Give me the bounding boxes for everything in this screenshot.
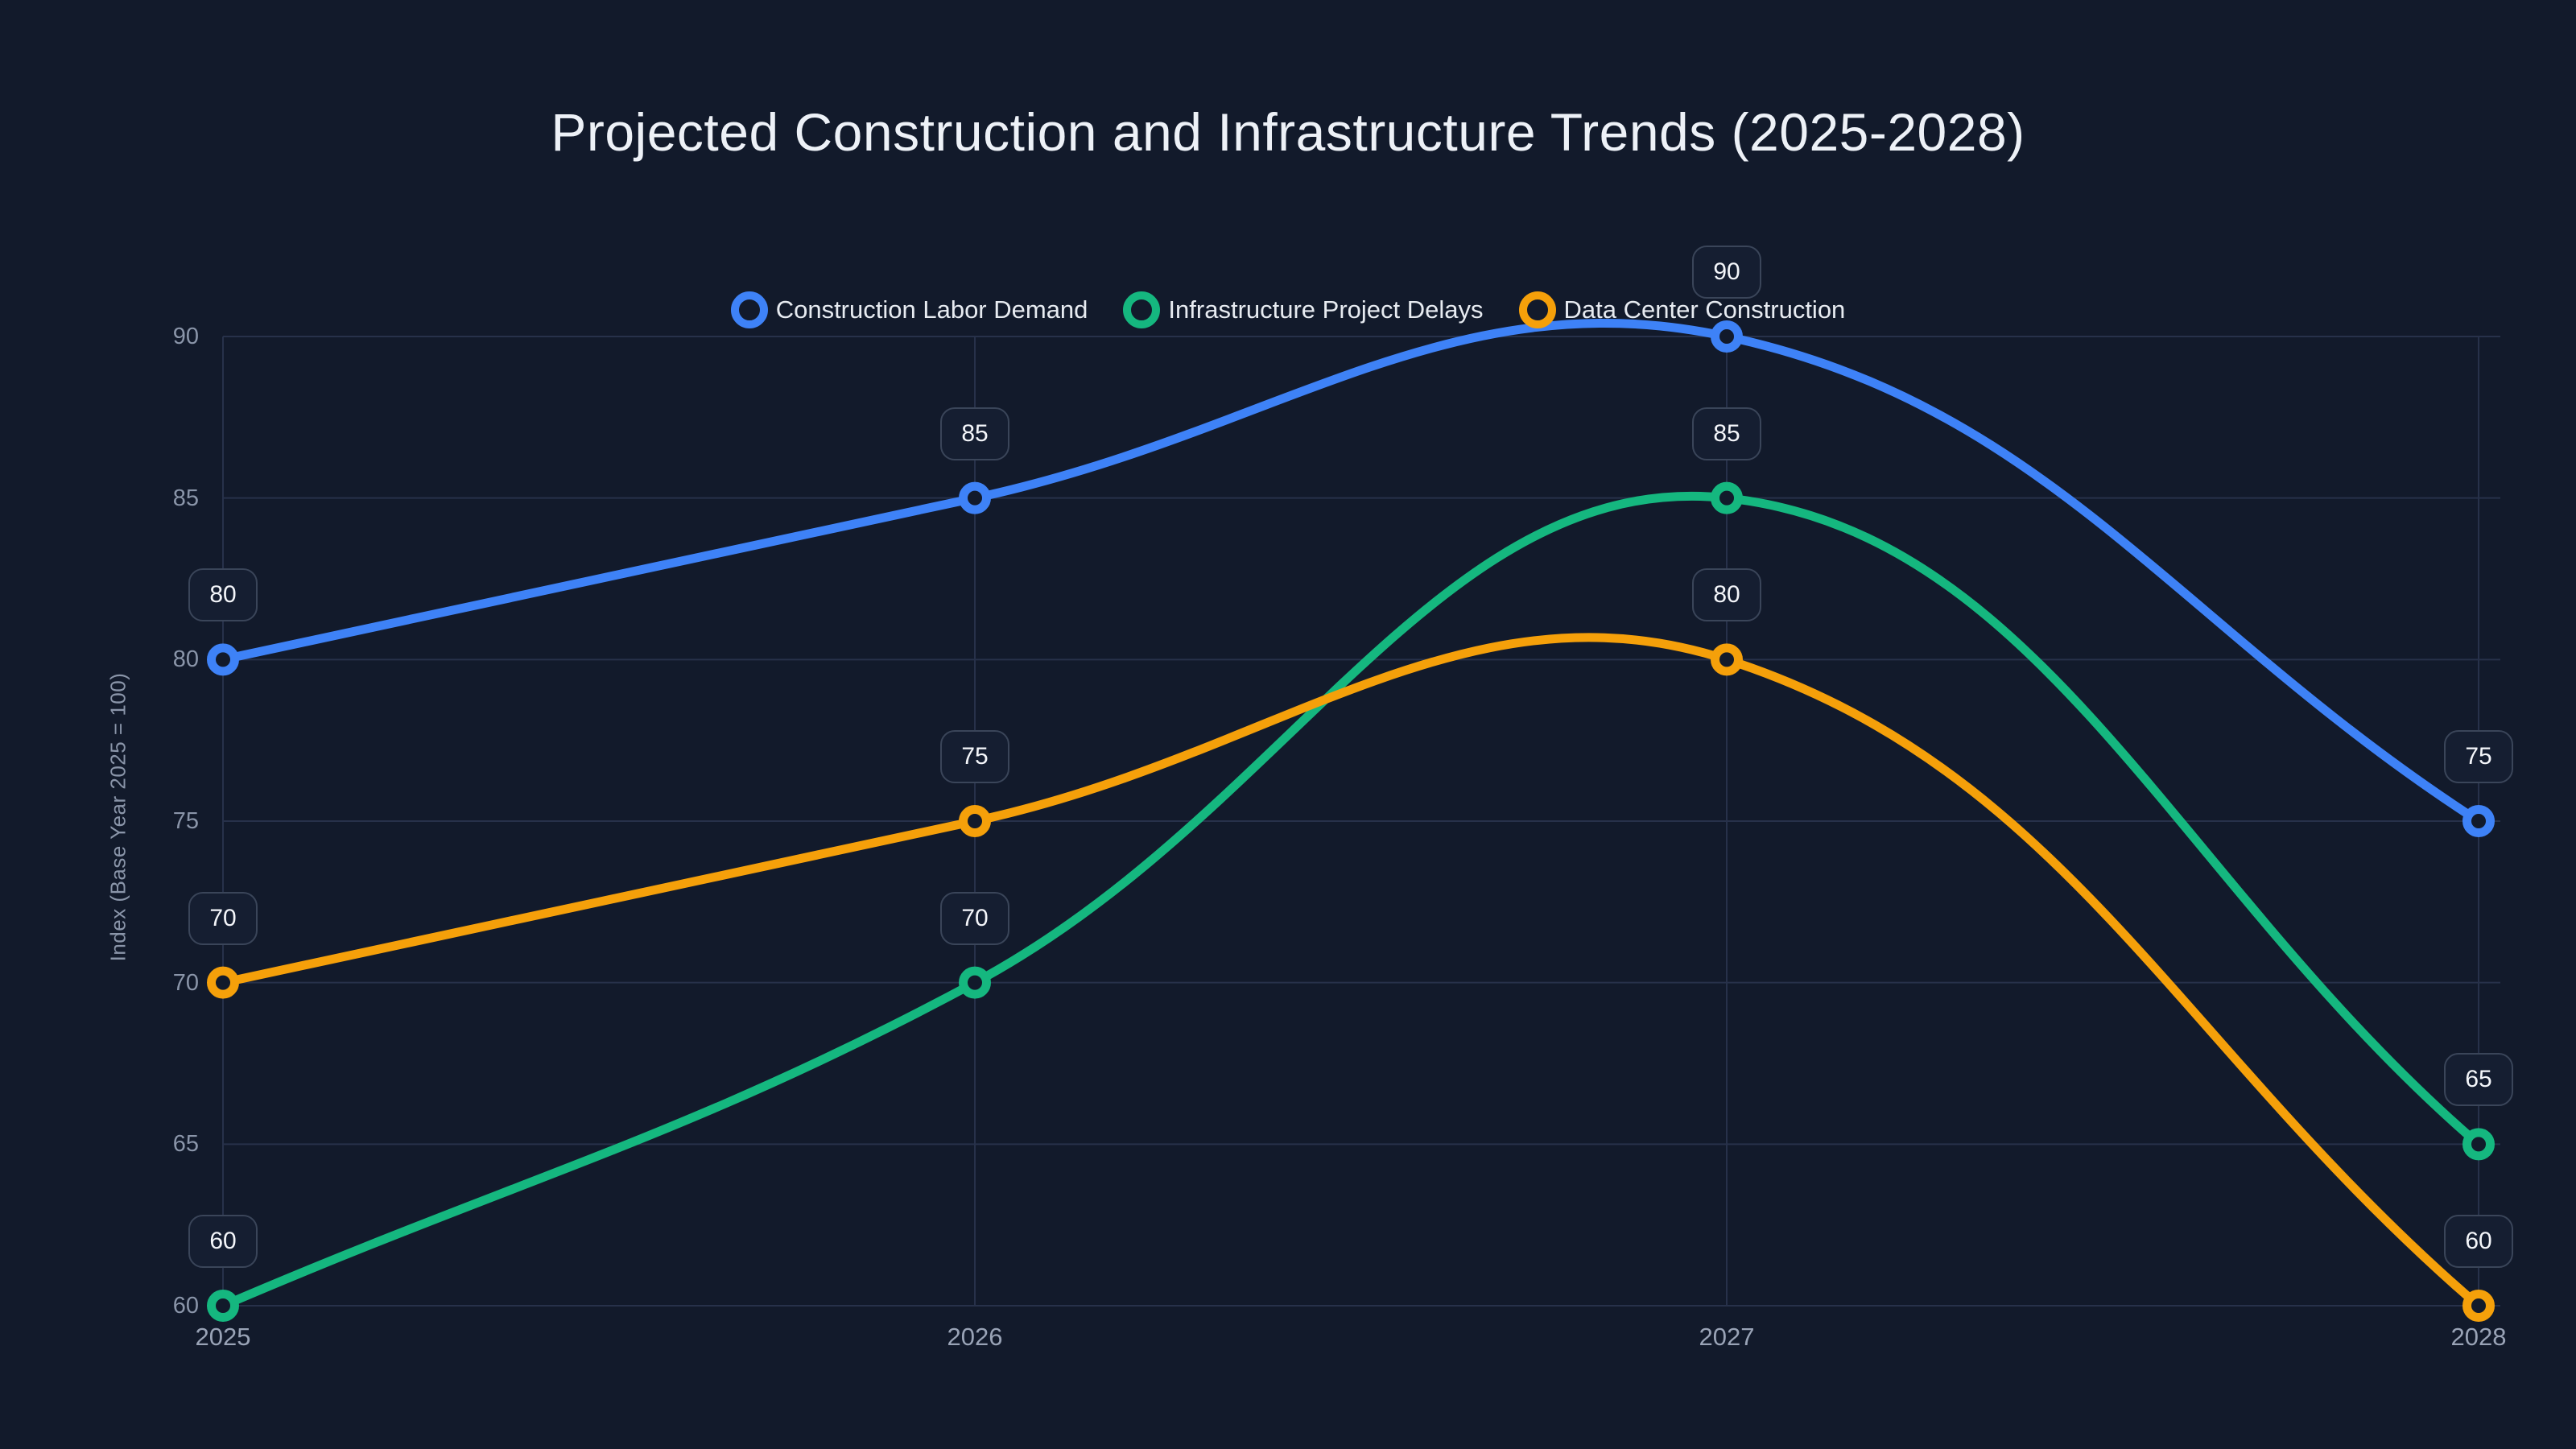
legend-label: Data Center Construction [1563,295,1846,324]
legend-ring-icon [1123,291,1161,328]
y-tick-label: 90 [172,324,199,349]
data-point-construction-labor-demand[interactable] [207,643,239,676]
y-tick-label: 80 [172,646,199,673]
y-tick-label: 75 [172,808,199,834]
legend-item-data-center-construction[interactable]: Data Center Construction [1518,291,1846,328]
data-point-construction-labor-demand[interactable] [959,481,991,514]
legend-label: Infrastructure Project Delays [1168,295,1484,324]
data-point-construction-labor-demand[interactable] [2462,805,2495,837]
x-tick-label: 2026 [947,1323,1003,1351]
point-value-label-infrastructure-project-delays: 70 [940,891,1009,945]
point-value-label-construction-labor-demand: 75 [2444,730,2513,783]
series-line-data-center-construction [218,633,2483,1311]
y-axis-title: Index (Base Year 2025 = 100) [105,672,130,962]
y-tick-label: 65 [172,1131,199,1158]
point-value-label-construction-labor-demand: 85 [940,407,1009,460]
data-point-infrastructure-project-delays[interactable] [2462,1128,2495,1161]
data-point-infrastructure-project-delays[interactable] [959,966,991,999]
point-value-label-data-center-construction: 75 [940,730,1009,783]
legend-item-infrastructure-project-delays[interactable]: Infrastructure Project Delays [1123,291,1484,328]
series-line-construction-labor-demand [218,318,2483,826]
y-tick-label: 70 [172,969,199,996]
point-value-label-data-center-construction: 60 [2444,1215,2513,1268]
series-line-infrastructure-project-delays [218,492,2483,1311]
point-value-label-infrastructure-project-delays: 65 [2444,1053,2513,1107]
data-point-data-center-construction[interactable] [207,966,239,999]
point-value-label-infrastructure-project-delays: 85 [1692,407,1761,460]
point-value-label-construction-labor-demand: 80 [188,568,258,622]
data-point-construction-labor-demand[interactable] [1711,320,1743,353]
legend-ring-icon [1518,291,1556,328]
x-tick-label: 2028 [2450,1323,2507,1351]
data-point-infrastructure-project-delays[interactable] [207,1290,239,1322]
legend-label: Construction Labor Demand [775,295,1088,324]
legend-ring-icon [730,291,768,328]
data-point-data-center-construction[interactable] [959,805,991,837]
x-tick-label: 2025 [195,1323,251,1351]
x-tick-label: 2027 [1699,1323,1755,1351]
y-tick-label: 60 [172,1293,199,1319]
legend-item-construction-labor-demand[interactable]: Construction Labor Demand [730,291,1088,328]
data-point-data-center-construction[interactable] [2462,1290,2495,1322]
data-point-infrastructure-project-delays[interactable] [1711,481,1743,514]
y-tick-label: 85 [172,485,199,511]
chart-title: Projected Construction and Infrastructur… [551,102,2025,162]
point-value-label-data-center-construction: 70 [188,891,258,945]
point-value-label-data-center-construction: 80 [1692,568,1761,622]
legend: Construction Labor Demand Infrastructure … [0,291,2576,328]
point-value-label-construction-labor-demand: 90 [1692,246,1761,299]
data-point-data-center-construction[interactable] [1711,643,1743,676]
point-value-label-infrastructure-project-delays: 60 [188,1215,258,1268]
